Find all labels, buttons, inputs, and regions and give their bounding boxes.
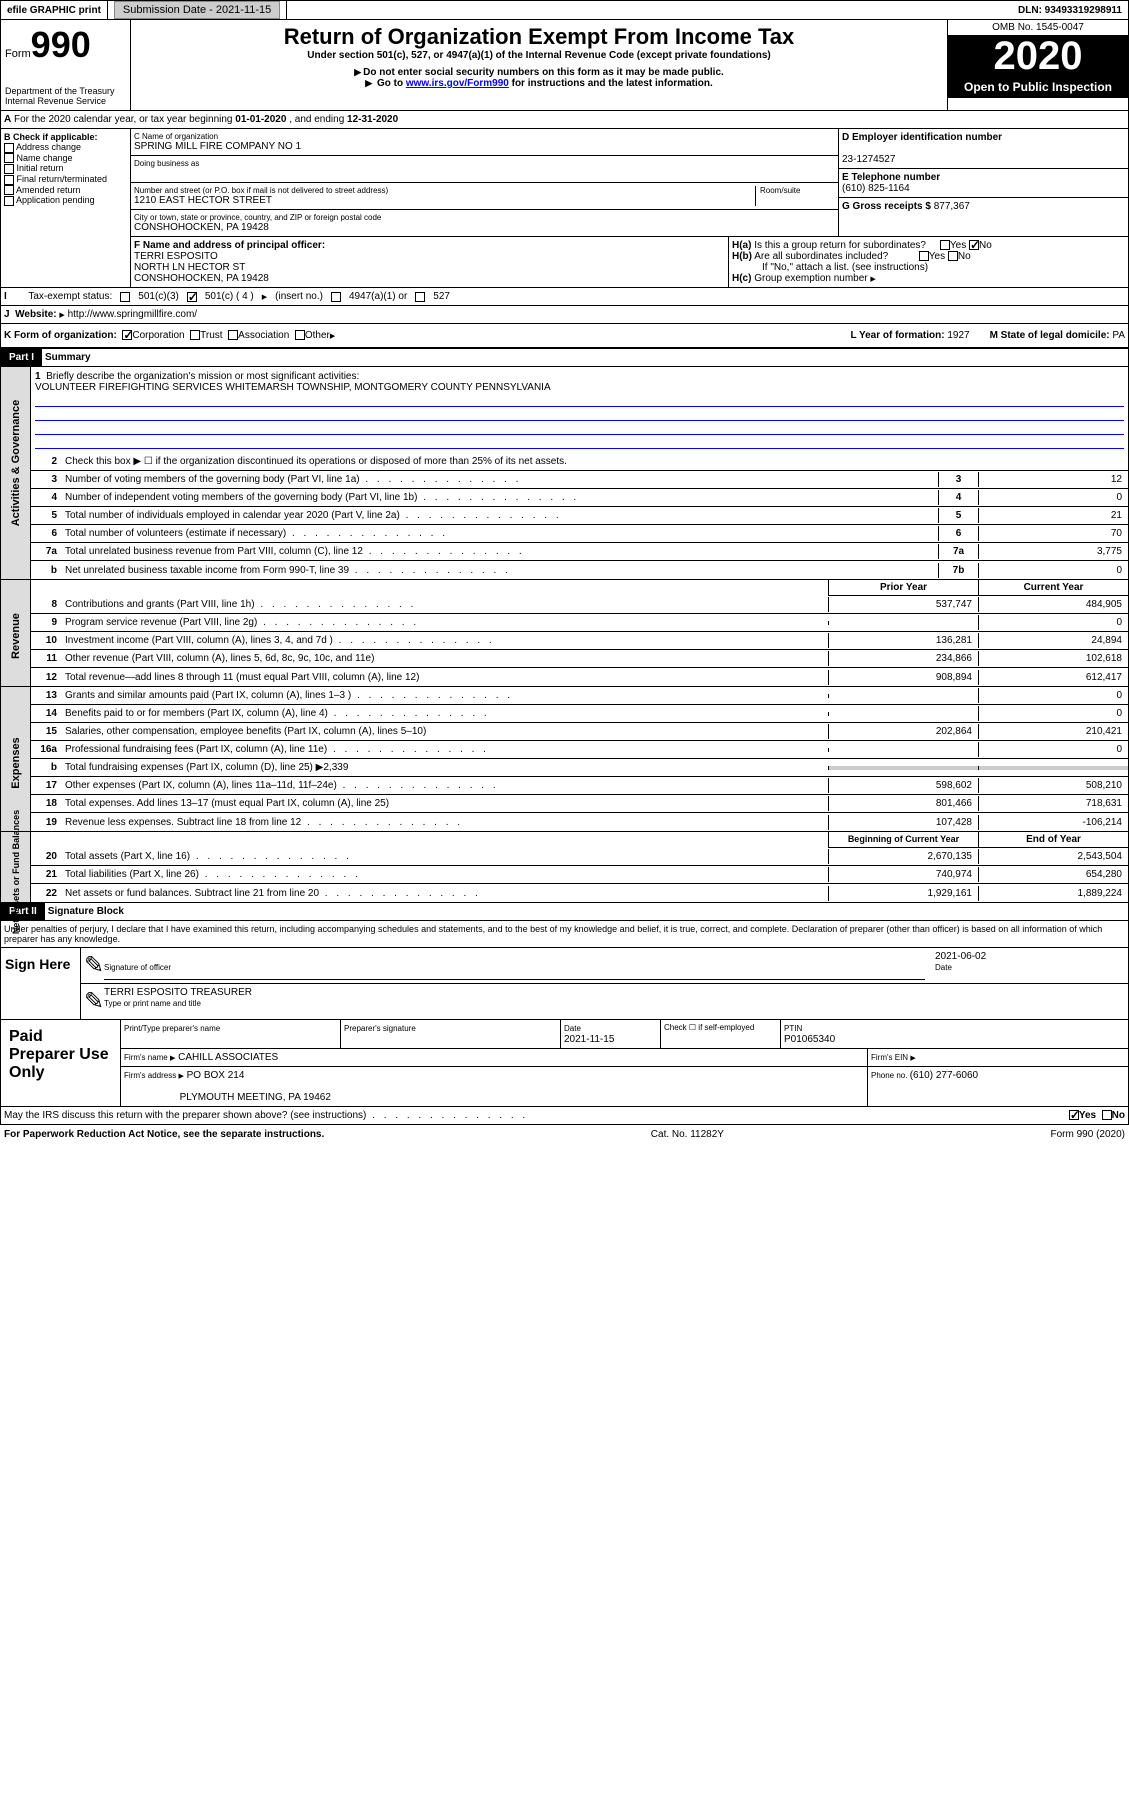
dba-cell: Doing business as — [131, 156, 838, 183]
summary-netassets: Net Assets or Fund Balances Beginning of… — [0, 832, 1129, 903]
form-number: Form990 — [5, 24, 126, 66]
top-bar: efile GRAPHIC print Submission Date - 20… — [0, 0, 1129, 20]
chk-initial-return[interactable] — [4, 164, 14, 174]
summary-expenses: Expenses 13Grants and similar amounts pa… — [0, 687, 1129, 832]
dln-label: DLN: 93493319298911 — [1012, 1, 1128, 19]
open-public-label: Open to Public Inspection — [948, 76, 1128, 98]
sign-here-label: Sign Here — [1, 948, 81, 1019]
section-c: C Name of organization SPRING MILL FIRE … — [131, 129, 1128, 287]
chk-final-return[interactable] — [4, 175, 14, 185]
tax-year: 2020 — [948, 36, 1128, 76]
part2-header: Part II Signature Block — [0, 903, 1129, 921]
header-center: Return of Organization Exempt From Incom… — [131, 20, 948, 110]
side-label-netassets: Net Assets or Fund Balances — [11, 807, 21, 937]
dept-label: Department of the Treasury — [5, 86, 126, 96]
street-cell: Number and street (or P.O. box if mail i… — [131, 183, 838, 210]
phone-cell: E Telephone number (610) 825-1164 — [839, 169, 1128, 198]
gross-receipts-cell: G Gross receipts $ 877,367 — [839, 198, 1128, 215]
summary-activities: Activities & Governance 1 Briefly descri… — [0, 367, 1129, 580]
org-name-cell: C Name of organization SPRING MILL FIRE … — [131, 129, 838, 156]
side-label-activities: Activities & Governance — [10, 398, 22, 528]
header-right: OMB No. 1545-0047 2020 Open to Public In… — [948, 20, 1128, 110]
page-footer: For Paperwork Reduction Act Notice, see … — [0, 1125, 1129, 1144]
form-subtitle: Under section 501(c), 527, or 4947(a)(1)… — [135, 50, 943, 61]
top-spacer — [287, 1, 1012, 19]
chk-501c3[interactable] — [120, 292, 130, 302]
tax-exempt-row: I Tax-exempt status: 501(c)(3) 501(c) ( … — [0, 288, 1129, 306]
line-1: 1 Briefly describe the organization's mi… — [31, 367, 1128, 453]
section-b: B Check if applicable: Address change Na… — [1, 129, 131, 287]
period-line: A For the 2020 calendar year, or tax yea… — [0, 111, 1129, 129]
chk-name-change[interactable] — [4, 153, 14, 163]
chk-trust[interactable] — [190, 330, 200, 340]
chk-hb-no[interactable] — [948, 251, 958, 261]
chk-address-change[interactable] — [4, 143, 14, 153]
signature-block: Under penalties of perjury, I declare th… — [0, 921, 1129, 1020]
chk-hb-yes[interactable] — [919, 251, 929, 261]
chk-corp[interactable] — [122, 330, 132, 340]
submission-date-cell: Submission Date - 2021-11-15 — [108, 1, 287, 19]
submission-date-button[interactable]: Submission Date - 2021-11-15 — [114, 1, 280, 19]
irs-link[interactable]: www.irs.gov/Form990 — [406, 78, 509, 89]
irs-label: Internal Revenue Service — [5, 96, 126, 106]
entity-section: B Check if applicable: Address change Na… — [0, 129, 1129, 288]
section-f: F Name and address of principal officer:… — [131, 237, 728, 287]
form-title: Return of Organization Exempt From Incom… — [135, 24, 943, 50]
header-left: Form990 Department of the Treasury Inter… — [1, 20, 131, 110]
chk-other[interactable] — [295, 330, 305, 340]
goto-note: Go to www.irs.gov/Form990 for instructio… — [135, 78, 943, 89]
paid-preparer-block: Paid Preparer Use Only Print/Type prepar… — [0, 1020, 1129, 1107]
chk-amended[interactable] — [4, 185, 14, 195]
website-link[interactable]: http://www.springmillfire.com/ — [68, 309, 197, 320]
discuss-row: May the IRS discuss this return with the… — [0, 1107, 1129, 1125]
chk-527[interactable] — [415, 292, 425, 302]
part1-header: Part I Summary — [0, 348, 1129, 367]
chk-4947[interactable] — [331, 292, 341, 302]
website-row: J Website: http://www.springmillfire.com… — [0, 306, 1129, 324]
ssn-note: Do not enter social security numbers on … — [135, 67, 943, 78]
form-header: Form990 Department of the Treasury Inter… — [0, 20, 1129, 111]
side-label-revenue: Revenue — [10, 571, 22, 701]
city-cell: City or town, state or province, country… — [131, 210, 838, 236]
section-de: D Employer identification number 23-1274… — [838, 129, 1128, 236]
form-org-row: K Form of organization: Corporation Trus… — [0, 324, 1129, 348]
chk-discuss-no[interactable] — [1102, 1110, 1112, 1120]
chk-ha-no[interactable] — [969, 240, 979, 250]
efile-label: efile GRAPHIC print — [1, 1, 108, 19]
chk-discuss-yes[interactable] — [1069, 1110, 1079, 1120]
chk-501c[interactable] — [187, 292, 197, 302]
chk-ha-yes[interactable] — [940, 240, 950, 250]
chk-assoc[interactable] — [228, 330, 238, 340]
section-h: H(a) Is this a group return for subordin… — [728, 237, 1128, 287]
ein-cell: D Employer identification number 23-1274… — [839, 129, 1128, 169]
chk-application-pending[interactable] — [4, 196, 14, 206]
summary-revenue: Revenue Prior YearCurrent Year 8Contribu… — [0, 580, 1129, 687]
